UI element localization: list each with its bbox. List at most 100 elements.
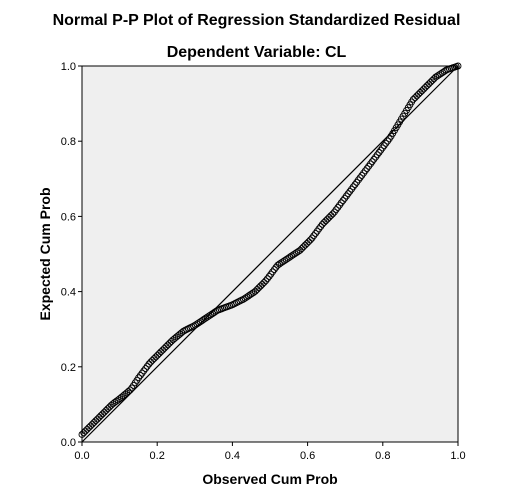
data-point xyxy=(300,243,307,251)
y-tick-label: 0.0 xyxy=(61,437,76,449)
data-point xyxy=(202,314,210,322)
data-point xyxy=(379,144,386,152)
data-point xyxy=(152,353,160,361)
data-point xyxy=(415,90,422,98)
data-point xyxy=(251,287,259,295)
data-point xyxy=(205,312,213,320)
data-point xyxy=(306,236,314,244)
data-point xyxy=(277,259,285,267)
data-point xyxy=(365,162,373,170)
data-point xyxy=(380,142,388,150)
data-point xyxy=(372,153,380,161)
data-point xyxy=(267,270,275,278)
data-point xyxy=(83,425,91,433)
y-axis-title: Expected Cum Prob xyxy=(37,187,53,320)
data-point xyxy=(248,290,256,298)
data-point xyxy=(210,309,218,316)
data-point xyxy=(291,250,299,258)
data-point xyxy=(255,284,263,292)
data-point xyxy=(318,220,326,228)
data-point xyxy=(341,194,349,202)
data-point xyxy=(330,208,338,216)
data-point xyxy=(310,232,318,240)
data-point xyxy=(257,282,265,290)
data-point xyxy=(373,151,381,159)
data-point xyxy=(265,273,273,280)
data-point xyxy=(97,412,105,420)
data-point xyxy=(358,171,366,179)
data-point xyxy=(104,405,112,413)
data-point xyxy=(293,249,301,257)
data-point xyxy=(135,374,143,382)
data-point xyxy=(308,234,316,242)
data-point xyxy=(356,174,364,182)
reference-line-group xyxy=(81,65,459,443)
data-point xyxy=(281,257,289,265)
y-tick-label: 0.6 xyxy=(61,211,76,223)
chart-title: Normal P-P Plot of Regression Standardiz… xyxy=(52,12,461,29)
x-tick-label: 1.0 xyxy=(450,450,465,462)
data-point xyxy=(339,197,347,205)
data-point xyxy=(274,261,282,269)
data-point xyxy=(322,217,330,225)
data-point xyxy=(377,146,385,154)
data-point xyxy=(88,420,96,428)
data-point xyxy=(92,417,100,425)
x-tick-label: 0.8 xyxy=(375,450,390,462)
data-point xyxy=(124,388,132,395)
data-point xyxy=(312,229,319,237)
data-point xyxy=(437,70,445,78)
data-point xyxy=(433,72,441,80)
data-point xyxy=(198,317,206,324)
data-point xyxy=(102,406,110,414)
data-point xyxy=(93,415,101,423)
data-point xyxy=(366,160,374,168)
data-point xyxy=(193,320,201,328)
data-point xyxy=(327,212,335,220)
data-point xyxy=(336,201,343,209)
data-point xyxy=(157,348,165,356)
data-point xyxy=(209,310,216,318)
data-point xyxy=(421,83,429,91)
data-point xyxy=(85,424,93,432)
data-point xyxy=(239,295,247,303)
x-tick-label: 0.2 xyxy=(150,450,165,462)
data-point xyxy=(337,199,345,207)
data-point xyxy=(427,78,434,86)
x-axis: 0.0 0.2 0.4 0.6 0.8 1.0 xyxy=(74,442,466,462)
data-point xyxy=(81,427,89,435)
data-point xyxy=(253,285,261,293)
data-point xyxy=(155,350,163,357)
data-point xyxy=(301,241,309,249)
data-point xyxy=(200,315,208,323)
data-point xyxy=(348,185,355,193)
data-point xyxy=(78,431,86,438)
data-point xyxy=(148,356,156,364)
data-point xyxy=(384,137,392,145)
data-point xyxy=(324,215,331,223)
data-point xyxy=(420,85,428,93)
x-axis-title: Observed Cum Prob xyxy=(202,471,337,487)
data-point xyxy=(279,258,287,266)
data-point xyxy=(147,358,155,366)
data-point xyxy=(95,413,103,421)
data-point xyxy=(353,178,361,186)
data-point xyxy=(143,362,151,370)
x-tick-label: 0.4 xyxy=(225,450,240,462)
data-point xyxy=(432,73,440,81)
data-points xyxy=(78,62,462,438)
data-point xyxy=(80,429,88,437)
reference-line xyxy=(81,65,459,443)
data-point xyxy=(349,183,357,191)
data-point xyxy=(288,252,295,260)
data-point xyxy=(317,223,325,231)
data-point xyxy=(100,408,108,416)
y-tick-label: 0.4 xyxy=(61,287,76,299)
data-point xyxy=(370,155,378,163)
x-tick-label: 0.6 xyxy=(300,450,315,462)
data-point xyxy=(284,254,292,262)
data-point xyxy=(245,292,252,300)
data-point xyxy=(329,210,337,218)
data-point xyxy=(162,343,170,351)
